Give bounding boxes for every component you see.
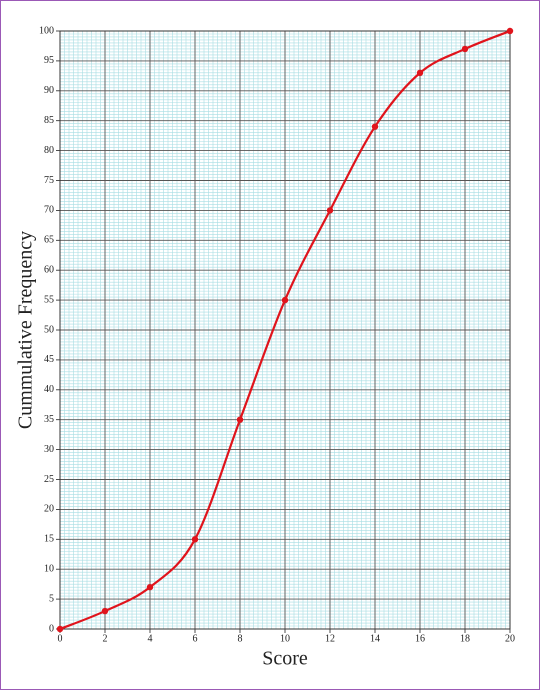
y-tick-label: 25 [44, 474, 54, 485]
y-axis-label: Cummulative Frequency [15, 231, 37, 429]
y-tick-label: 85 [44, 115, 54, 126]
point [191, 536, 199, 543]
point [506, 27, 514, 35]
x-tick-label: 12 [325, 633, 335, 644]
y-tick-label: 100 [39, 25, 54, 36]
point [281, 296, 289, 304]
x-tick-label: 2 [103, 633, 108, 644]
point [416, 69, 424, 77]
y-tick-label: 80 [44, 145, 54, 156]
x-tick-label: 20 [505, 633, 515, 644]
plot-border [59, 30, 511, 630]
point [56, 625, 64, 633]
x-tick-label: 0 [58, 633, 63, 644]
y-tick-label: 35 [44, 414, 54, 425]
x-tick-label: 4 [148, 633, 153, 644]
x-axis-label: Score [262, 648, 308, 670]
x-tick-label: 18 [460, 633, 470, 644]
point [326, 207, 334, 214]
y-tick-label: 10 [44, 563, 54, 574]
y-tick-label: 45 [44, 354, 54, 365]
point [146, 583, 154, 591]
y-tick-label: 65 [44, 235, 54, 246]
point [461, 45, 469, 53]
point [101, 607, 109, 615]
y-tick-label: 95 [44, 55, 54, 66]
y-tick-label: 90 [44, 85, 54, 96]
x-tick-label: 8 [238, 633, 243, 644]
y-tick-label: 70 [44, 205, 54, 216]
point [371, 123, 379, 130]
y-tick-label: 55 [44, 294, 54, 305]
y-tick-label: 50 [44, 324, 54, 335]
y-tick-label: 20 [44, 504, 54, 515]
y-tick-label: 15 [44, 534, 54, 545]
y-tick-label: 5 [49, 593, 54, 604]
x-tick-label: 6 [193, 633, 198, 644]
x-tick-label: 16 [415, 633, 425, 644]
y-tick-label: 75 [44, 175, 54, 186]
x-tick-label: 14 [370, 633, 380, 644]
y-tick-label: 0 [49, 623, 54, 634]
y-tick-label: 60 [44, 264, 54, 275]
major-grid [59, 30, 511, 630]
y-tick-label: 40 [44, 384, 54, 395]
point [236, 416, 244, 423]
y-tick-label: 30 [44, 444, 54, 455]
x-tick-label: 10 [280, 633, 290, 644]
